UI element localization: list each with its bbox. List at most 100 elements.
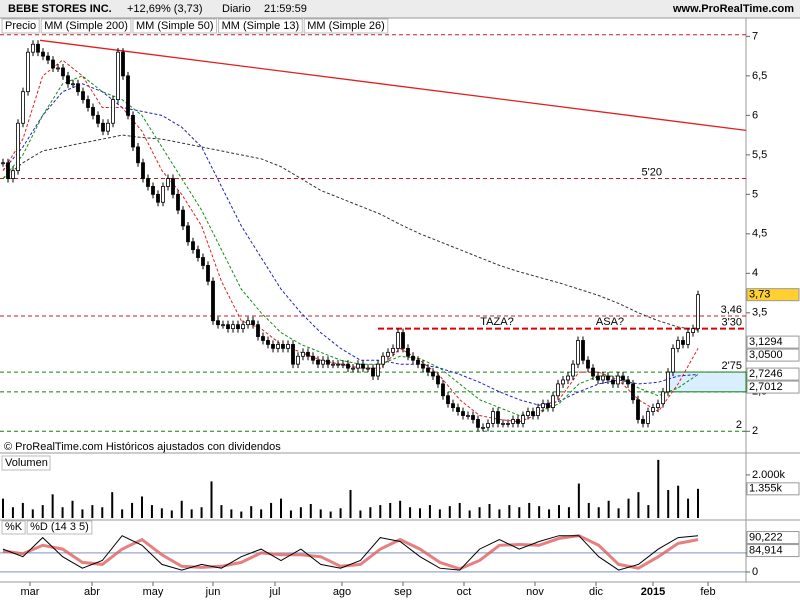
x-tick-label: jun [205, 586, 221, 598]
candle [581, 340, 585, 361]
candle [21, 91, 25, 124]
candle [401, 332, 405, 349]
candle [561, 379, 565, 385]
bar [617, 508, 620, 518]
y-tick-label: 4,5 [752, 228, 767, 240]
bar [399, 500, 402, 518]
y-tick-label: 2.000k [752, 469, 786, 481]
legend-entry: %D (14 3 5) [30, 521, 89, 533]
candle [251, 320, 255, 326]
bar [458, 502, 461, 518]
candle [546, 403, 550, 409]
candle [501, 423, 505, 425]
header-time: 21:59:59 [264, 3, 307, 15]
x-tick-label: feb [700, 586, 715, 598]
bar [180, 500, 183, 518]
candle [511, 419, 515, 424]
bar [141, 496, 143, 518]
legend-box [1, 520, 26, 535]
candle [481, 426, 485, 429]
candle [201, 257, 205, 266]
candle [256, 324, 260, 337]
bar [587, 502, 590, 518]
bar [111, 492, 114, 518]
bar [518, 507, 521, 518]
candle [431, 371, 435, 377]
candle [616, 375, 620, 385]
bar [240, 511, 243, 518]
x-tick-label: abr [84, 586, 100, 598]
legend-box [26, 520, 93, 535]
bar [468, 510, 471, 518]
candle [356, 363, 360, 369]
candle [631, 383, 635, 401]
value-box [746, 544, 800, 558]
bar [200, 507, 203, 518]
bar [409, 507, 412, 518]
series-line [2, 83, 699, 406]
header-period: Diario [222, 3, 251, 15]
candle [276, 344, 280, 349]
bar [289, 510, 292, 518]
candle [586, 359, 590, 369]
series-line [2, 535, 699, 571]
candle [141, 162, 145, 179]
bar [369, 507, 372, 518]
bar [270, 502, 273, 518]
candle [166, 178, 170, 187]
candle [136, 146, 140, 164]
bar [498, 509, 501, 518]
level-label: 3'30 [722, 317, 742, 329]
candle [496, 411, 500, 424]
candle [611, 379, 615, 385]
candle [56, 67, 60, 70]
candle [51, 59, 55, 69]
bar [319, 509, 322, 518]
value-box [746, 367, 800, 381]
bar [508, 505, 511, 518]
candle [346, 363, 350, 369]
candle [426, 367, 430, 373]
candle [446, 395, 450, 405]
candle [601, 375, 605, 381]
bar [81, 509, 84, 518]
candle [76, 83, 80, 93]
bar [280, 498, 282, 518]
candle [11, 170, 15, 179]
bar [41, 505, 44, 518]
candle [281, 344, 285, 349]
bar [329, 511, 332, 518]
legend-box [40, 18, 132, 34]
candle [6, 162, 10, 179]
bar [627, 498, 630, 518]
candle [366, 367, 370, 370]
y-tick-label: 5,5 [752, 149, 767, 161]
target-box [667, 371, 747, 393]
candle [626, 379, 630, 385]
bar [677, 485, 680, 518]
bar [170, 510, 173, 518]
candle [556, 383, 560, 397]
x-tick-label: dic [589, 586, 604, 598]
candle [651, 407, 655, 412]
candle [541, 403, 545, 409]
candle [351, 367, 355, 370]
candle [111, 99, 115, 124]
annotation: ASA? [596, 316, 624, 328]
level-label: 5'20 [642, 166, 662, 178]
legend-entry: MM (Simple 200) [44, 20, 128, 32]
candle [176, 193, 180, 211]
candle [676, 340, 680, 349]
header-site: www.ProRealTime.com [672, 3, 794, 15]
value-label: 3,1294 [749, 336, 783, 348]
bar [647, 505, 650, 518]
value-box [746, 380, 800, 394]
bar [428, 505, 431, 518]
candle [516, 419, 520, 424]
bar [538, 506, 541, 518]
candle [126, 75, 130, 116]
bar [359, 510, 362, 518]
candle [571, 363, 575, 377]
bar [210, 481, 213, 518]
candle [81, 91, 85, 100]
